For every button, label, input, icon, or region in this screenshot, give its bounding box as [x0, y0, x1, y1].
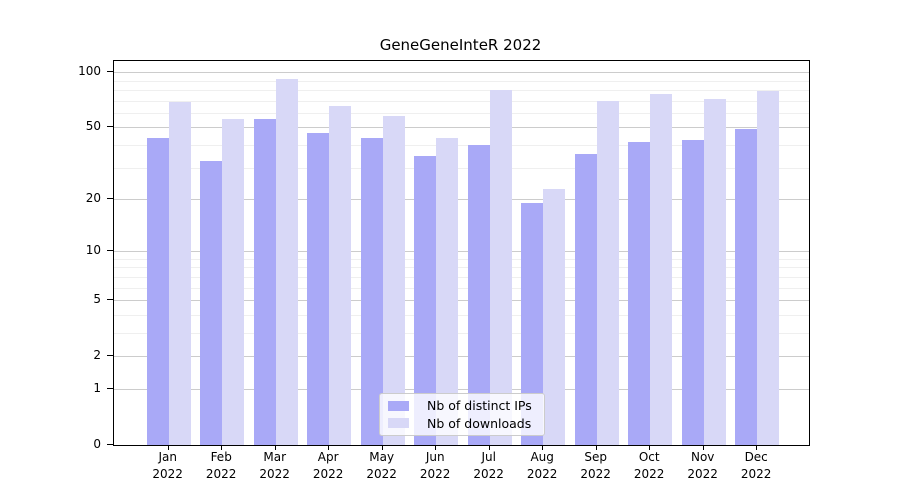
major-gridline-50 — [114, 127, 809, 129]
y-tick-label-20: 20 — [85, 190, 101, 205]
legend-item-distinct-ips: Nb of distinct IPs — [388, 398, 536, 413]
x-tick-label-jul: Jul 2022 — [473, 450, 504, 481]
bar-downloads-nov — [703, 98, 726, 445]
x-tick-label-apr: Apr 2022 — [312, 450, 344, 481]
chart-title: GeneGeneInteR 2022 — [379, 36, 542, 54]
bar-ips-sep — [574, 153, 597, 445]
major-gridline-100 — [114, 72, 809, 74]
bar-downloads-feb — [222, 118, 245, 445]
y-tick-label-1: 1 — [93, 380, 101, 395]
x-tick-mark-11 — [702, 445, 704, 450]
x-tick-label-nov: Nov 2022 — [687, 450, 718, 481]
legend-label: Nb of downloads — [427, 415, 532, 431]
bar-ips-jun — [414, 155, 437, 445]
bar-downloads-aug — [543, 188, 566, 445]
bar-ips-oct — [628, 141, 651, 445]
y-tick-label-5: 5 — [93, 292, 101, 306]
bar-downloads-jun — [436, 137, 459, 445]
legend-item-downloads: Nb of downloads — [388, 416, 536, 431]
y-tick-label-0: 0 — [93, 436, 101, 451]
bar-downloads-may — [382, 116, 405, 445]
bar-ips-may — [360, 137, 383, 445]
bar-downloads-oct — [650, 93, 673, 445]
bar-ips-feb — [200, 160, 223, 445]
x-tick-label-jun: Jun 2022 — [419, 450, 451, 481]
bar-ips-jul — [467, 145, 490, 445]
bar-ips-aug — [521, 203, 544, 445]
bar-ips-dec — [735, 129, 758, 445]
minor-gridline-9 — [114, 258, 809, 260]
minor-gridline-40 — [114, 144, 809, 146]
x-tick-mark-1 — [167, 445, 169, 450]
minor-gridline-70 — [114, 100, 809, 102]
y-tick-mark-100 — [107, 71, 113, 73]
plot-area — [113, 60, 810, 446]
y-tick-label-50: 50 — [85, 119, 101, 134]
y-tick-mark-5 — [107, 299, 113, 300]
x-tick-label-feb: Feb 2022 — [205, 450, 237, 481]
y-tick-label-10: 10 — [85, 243, 101, 258]
bar-downloads-mar — [275, 79, 298, 445]
x-tick-mark-12 — [756, 445, 758, 450]
x-tick-label-sep: Sep 2022 — [580, 450, 611, 481]
bar-ips-mar — [253, 118, 276, 445]
bar-downloads-sep — [596, 101, 619, 445]
y-tick-mark-50 — [107, 126, 113, 128]
x-tick-mark-2 — [221, 445, 223, 450]
bar-downloads-jan — [168, 102, 191, 445]
x-tick-mark-7 — [488, 445, 490, 450]
minor-gridline-7 — [114, 276, 809, 278]
minor-gridline-4 — [114, 314, 809, 316]
legend-label: Nb of distinct IPs — [427, 398, 532, 414]
y-tick-mark-1 — [107, 387, 113, 389]
y-tick-mark-20 — [107, 197, 113, 199]
y-tick-mark-10 — [107, 250, 113, 252]
y-tick-mark-2 — [107, 354, 113, 356]
minor-gridline-80 — [114, 90, 809, 91]
x-tick-mark-5 — [381, 445, 383, 450]
x-tick-mark-8 — [542, 445, 544, 450]
x-tick-mark-6 — [435, 445, 437, 450]
minor-gridline-6 — [114, 287, 809, 289]
x-tick-label-mar: Mar 2022 — [259, 450, 290, 481]
x-tick-label-oct: Oct 2022 — [633, 450, 665, 481]
x-tick-mark-9 — [595, 445, 597, 450]
x-tick-label-aug: Aug 2022 — [526, 450, 558, 481]
bar-downloads-dec — [757, 90, 780, 445]
major-gridline-2 — [114, 355, 809, 357]
legend-box: Nb of distinct IPs Nb of downloads — [379, 393, 545, 436]
minor-gridline-60 — [114, 112, 809, 114]
minor-gridline-3 — [114, 332, 809, 334]
minor-gridline-30 — [114, 167, 809, 169]
x-tick-label-dec: Dec 2022 — [740, 450, 772, 481]
x-tick-mark-3 — [274, 445, 276, 450]
y-tick-label-2: 2 — [93, 347, 101, 362]
x-tick-mark-4 — [328, 445, 330, 450]
minor-gridline-8 — [114, 267, 809, 269]
x-tick-mark-10 — [649, 445, 651, 450]
bar-ips-apr — [307, 132, 330, 445]
major-gridline-1 — [114, 388, 809, 390]
bar-downloads-jul — [489, 89, 512, 445]
bar-ips-jan — [146, 137, 169, 445]
y-tick-label-100: 100 — [78, 64, 101, 79]
y-tick-mark-0 — [107, 443, 113, 445]
legend-swatch-icon — [388, 418, 409, 429]
major-gridline-5 — [114, 300, 809, 301]
x-tick-label-may: May 2022 — [366, 450, 397, 481]
major-gridline-10 — [114, 251, 809, 253]
bar-downloads-apr — [329, 105, 352, 445]
minor-gridline-90 — [114, 80, 809, 82]
x-tick-label-jan: Jan 2022 — [152, 450, 183, 481]
bar-ips-nov — [681, 139, 704, 445]
legend-swatch-icon — [388, 400, 409, 411]
major-gridline-20 — [114, 198, 809, 200]
